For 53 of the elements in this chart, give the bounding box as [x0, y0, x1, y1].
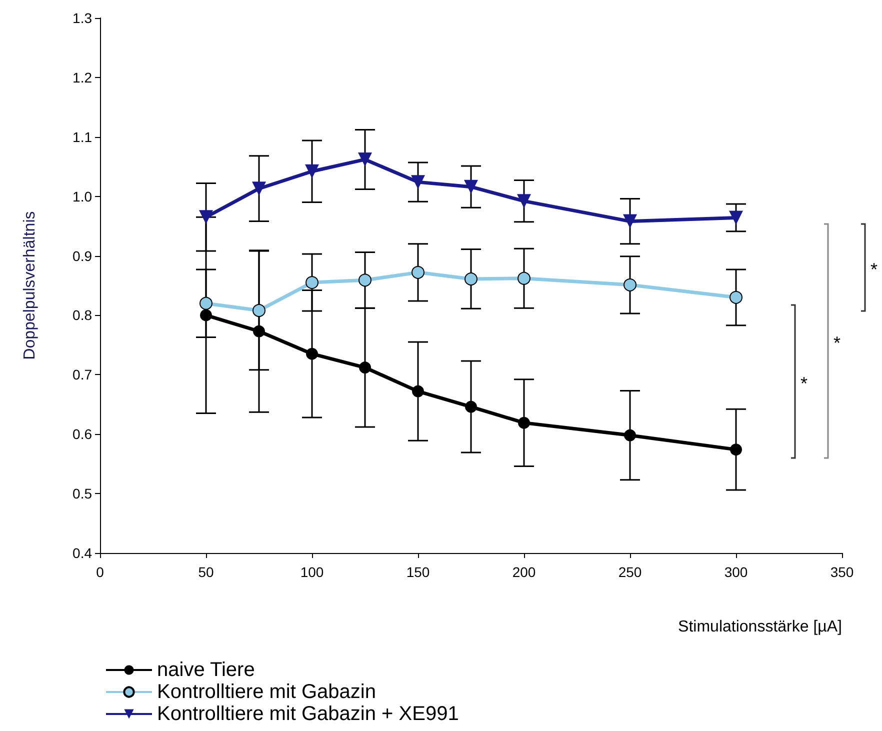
annotation: *	[833, 333, 841, 353]
text: *	[870, 260, 878, 280]
y-tick-label: 0.8	[72, 307, 92, 324]
y-axis-title: Doppelpulsverhältnis	[22, 211, 38, 360]
legend-label: naive Tiere	[157, 659, 255, 681]
point	[517, 194, 531, 208]
point	[252, 182, 266, 196]
y-tick-label: 0.4	[72, 545, 92, 561]
x-axis-title: Stimulationsstärke [µA]	[678, 618, 842, 636]
y-tick-label: 0.6	[72, 426, 92, 442]
y-tick-label: 1.2	[72, 69, 92, 86]
point	[624, 429, 636, 442]
point	[624, 278, 636, 292]
point	[305, 164, 319, 178]
point	[464, 272, 478, 286]
x-tick-label: 300	[724, 564, 748, 580]
point	[465, 400, 477, 413]
point	[253, 325, 265, 338]
legend-label: Kontrolltiere mit Gabazin + XE991	[157, 703, 459, 725]
y-tick-label: 1.0	[72, 188, 92, 204]
point	[412, 266, 424, 279]
y-tick-label: 1.1	[72, 128, 92, 145]
y-tick-label: 0.9	[72, 248, 92, 264]
point	[518, 416, 530, 429]
x-tick-label: 150	[406, 564, 430, 580]
point	[729, 210, 743, 225]
point	[252, 304, 266, 317]
point	[623, 214, 637, 228]
annotation: *	[800, 374, 808, 394]
legend-label: Kontrolltiere mit Gabazin	[157, 681, 376, 703]
point	[200, 309, 212, 322]
point	[306, 348, 318, 360]
point	[412, 385, 424, 398]
x-tick-label: 250	[618, 564, 642, 580]
y-tick-label: 0.5	[72, 486, 92, 502]
point	[358, 152, 372, 166]
x-tick-label: 50	[198, 564, 214, 580]
point	[358, 274, 372, 287]
y-tick-label: 1.3	[72, 10, 92, 26]
x-tick-label: 200	[512, 564, 536, 580]
point	[200, 296, 212, 310]
point	[518, 272, 530, 285]
x-tick-label: 100	[300, 564, 324, 580]
point	[199, 210, 213, 224]
point	[306, 276, 318, 290]
point	[730, 290, 742, 304]
point	[359, 362, 371, 374]
x-tick-label: 350	[830, 564, 854, 580]
point	[411, 175, 425, 190]
point	[730, 444, 742, 456]
y-tick-label: 0.7	[72, 366, 92, 383]
point	[464, 180, 478, 194]
x-tick-label: 0	[96, 564, 104, 580]
